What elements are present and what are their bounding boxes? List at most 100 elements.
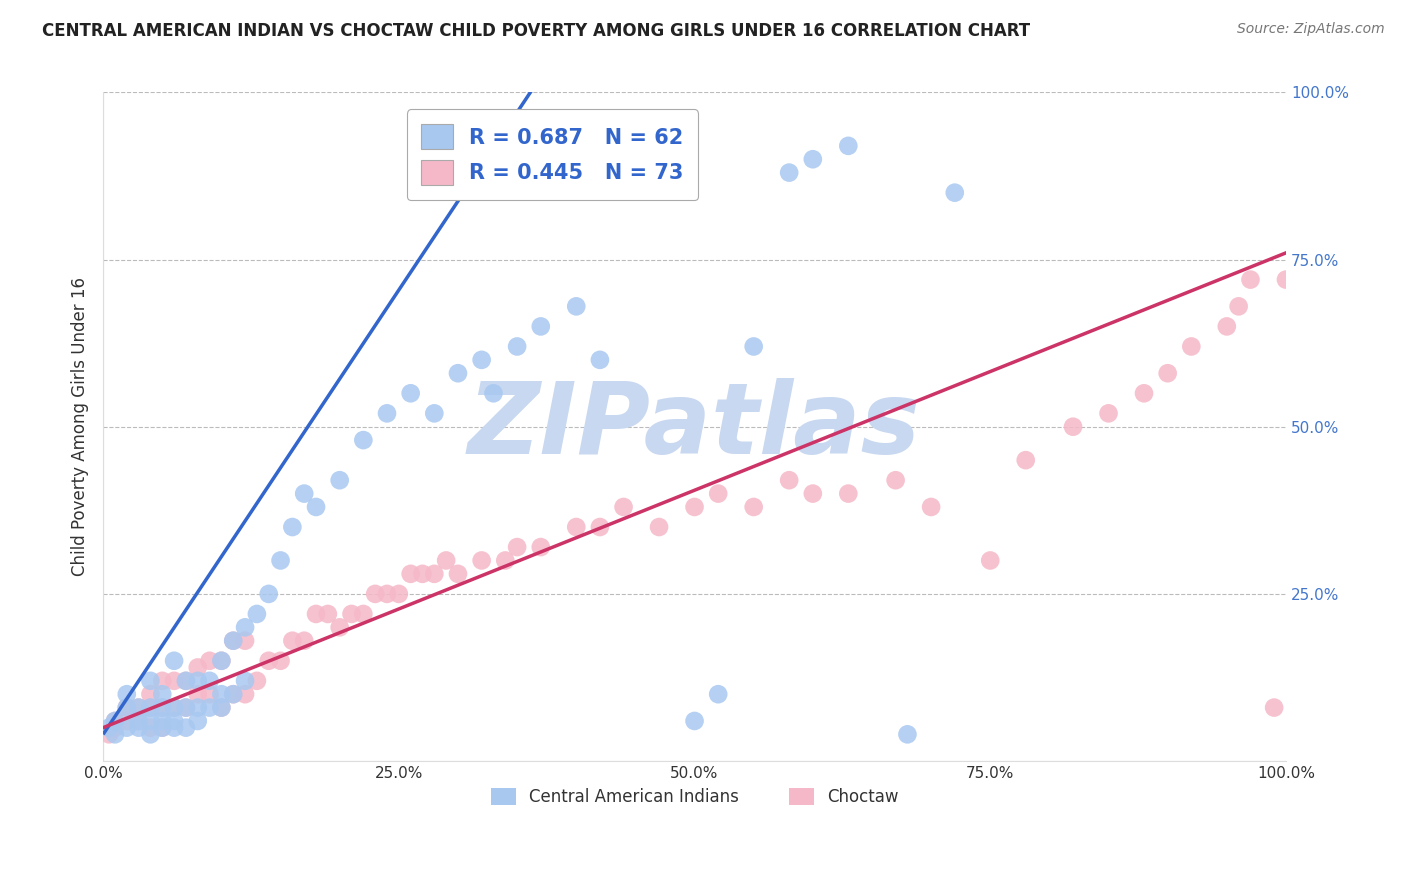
Point <box>246 607 269 621</box>
Point <box>209 700 232 714</box>
Point <box>292 633 315 648</box>
Point <box>482 386 505 401</box>
Point <box>778 473 800 487</box>
Point <box>1156 366 1178 380</box>
Point <box>683 500 706 514</box>
Point <box>246 673 269 688</box>
Point <box>150 700 173 714</box>
Point <box>648 520 671 534</box>
Point <box>98 721 121 735</box>
Y-axis label: Child Poverty Among Girls Under 16: Child Poverty Among Girls Under 16 <box>72 277 89 576</box>
Point <box>104 727 127 741</box>
Point <box>115 700 138 714</box>
Point <box>233 633 256 648</box>
Point <box>375 587 398 601</box>
Point <box>399 386 422 401</box>
Point <box>150 687 173 701</box>
Point <box>388 587 411 601</box>
Point <box>565 520 588 534</box>
Point <box>292 486 315 500</box>
Point <box>1133 386 1156 401</box>
Point <box>801 153 824 167</box>
Point <box>1180 339 1202 353</box>
Point <box>1239 272 1261 286</box>
Point <box>494 553 516 567</box>
Point <box>209 687 232 701</box>
Point <box>163 654 186 668</box>
Point <box>707 486 730 500</box>
Point <box>233 687 256 701</box>
Legend: Central American Indians, Choctaw: Central American Indians, Choctaw <box>484 781 905 813</box>
Point <box>920 500 942 514</box>
Point <box>139 727 162 741</box>
Point <box>222 687 245 701</box>
Point <box>340 607 363 621</box>
Point <box>222 687 245 701</box>
Point <box>1275 272 1298 286</box>
Text: Source: ZipAtlas.com: Source: ZipAtlas.com <box>1237 22 1385 37</box>
Point <box>187 673 209 688</box>
Point <box>1227 299 1250 313</box>
Point <box>174 673 197 688</box>
Point <box>613 500 636 514</box>
Point <box>163 714 186 728</box>
Point <box>209 700 232 714</box>
Point <box>352 607 374 621</box>
Point <box>506 540 529 554</box>
Point <box>128 700 150 714</box>
Point <box>198 700 221 714</box>
Point <box>115 714 138 728</box>
Point <box>139 700 162 714</box>
Point <box>163 673 186 688</box>
Point <box>329 620 352 634</box>
Point <box>375 406 398 420</box>
Point <box>530 540 553 554</box>
Point <box>115 687 138 701</box>
Point <box>163 721 186 735</box>
Point <box>1216 319 1239 334</box>
Point <box>174 721 197 735</box>
Point <box>837 486 859 500</box>
Point <box>139 673 162 688</box>
Point <box>1062 419 1084 434</box>
Point <box>801 486 824 500</box>
Point <box>411 566 433 581</box>
Point <box>896 727 918 741</box>
Point <box>163 700 186 714</box>
Point <box>778 166 800 180</box>
Point <box>270 654 292 668</box>
Point <box>305 500 328 514</box>
Point <box>1015 453 1038 467</box>
Point <box>707 687 730 701</box>
Point <box>530 319 553 334</box>
Point <box>447 566 470 581</box>
Point <box>198 673 221 688</box>
Point <box>979 553 1001 567</box>
Point <box>233 620 256 634</box>
Point <box>115 721 138 735</box>
Point <box>115 700 138 714</box>
Point <box>316 607 339 621</box>
Point <box>423 566 446 581</box>
Point <box>198 654 221 668</box>
Point <box>233 673 256 688</box>
Point <box>589 352 612 367</box>
Point <box>174 673 197 688</box>
Point <box>471 553 494 567</box>
Point <box>209 654 232 668</box>
Point <box>128 700 150 714</box>
Point <box>1263 700 1285 714</box>
Point <box>742 500 765 514</box>
Point <box>434 553 457 567</box>
Point <box>163 700 186 714</box>
Point <box>187 687 209 701</box>
Point <box>150 714 173 728</box>
Point <box>281 633 304 648</box>
Point <box>187 660 209 674</box>
Point <box>104 714 127 728</box>
Point <box>257 654 280 668</box>
Point <box>683 714 706 728</box>
Point <box>198 687 221 701</box>
Point <box>104 714 127 728</box>
Point <box>565 299 588 313</box>
